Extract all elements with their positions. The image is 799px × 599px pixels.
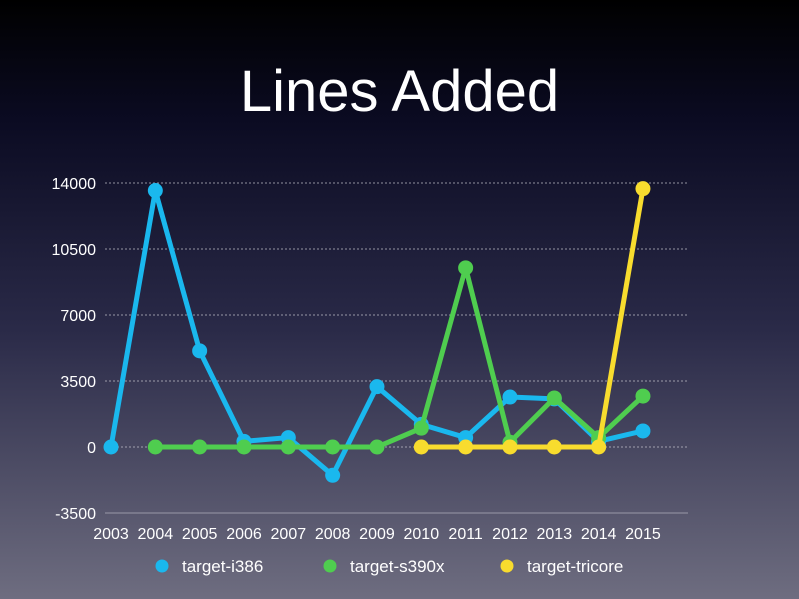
x-tick-label: 2004 [138, 526, 174, 543]
series-line-target-s390x [155, 265, 645, 450]
legend-marker-target-i386 [155, 559, 169, 573]
data-point-target-i386 [502, 389, 518, 405]
x-tick-label: 2015 [625, 526, 661, 543]
data-point-target-i386 [147, 183, 163, 199]
legend-marker-target-tricore [500, 559, 514, 573]
legend-marker-target-s390x [323, 559, 337, 573]
data-point-target-s390x [192, 439, 208, 455]
series-line-target-tricore [421, 188, 646, 450]
x-tick-label: 2013 [537, 526, 573, 543]
series-line-target-i386 [108, 188, 644, 478]
data-point-target-i386 [369, 379, 385, 395]
x-tick-label: 2010 [404, 526, 440, 543]
data-point-target-tricore [546, 439, 562, 455]
x-tick-label: 2011 [448, 526, 483, 543]
y-tick-label: 0 [87, 440, 96, 457]
data-point-target-tricore [635, 181, 651, 197]
x-tick-label: 2003 [93, 526, 129, 543]
legend-label: target-tricore [527, 557, 623, 576]
y-tick-label: 10500 [52, 242, 97, 259]
data-point-target-i386 [192, 343, 208, 359]
data-point-target-tricore [413, 439, 429, 455]
data-point-target-i386 [103, 439, 119, 455]
x-tick-label: 2007 [271, 526, 307, 543]
x-tick-label: 2008 [315, 526, 351, 543]
data-point-target-s390x [369, 439, 385, 455]
data-point-target-s390x [546, 390, 562, 406]
y-tick-label: 14000 [52, 176, 97, 193]
y-tick-label: 7000 [60, 308, 96, 325]
data-point-target-s390x [280, 439, 296, 455]
legend-label: target-s390x [350, 557, 445, 576]
data-point-target-s390x [325, 439, 341, 455]
data-point-target-s390x [413, 420, 429, 436]
x-tick-label: 2009 [359, 526, 395, 543]
x-tick-label: 2006 [226, 526, 262, 543]
data-point-target-s390x [147, 439, 163, 455]
x-tick-label: 2014 [581, 526, 617, 543]
data-point-target-s390x [635, 388, 651, 404]
data-point-target-tricore [591, 439, 607, 455]
data-point-target-tricore [458, 439, 474, 455]
x-tick-label: 2005 [182, 526, 218, 543]
chart-title: Lines Added [239, 59, 560, 124]
data-point-target-s390x [236, 439, 252, 455]
legend-label: target-i386 [182, 557, 263, 576]
data-point-target-i386 [635, 423, 651, 439]
data-point-target-tricore [502, 439, 518, 455]
data-point-target-i386 [325, 467, 341, 483]
y-tick-label: -3500 [55, 506, 96, 523]
data-point-target-s390x [458, 260, 474, 276]
x-tick-label: 2012 [492, 526, 528, 543]
y-tick-label: 3500 [60, 374, 96, 391]
